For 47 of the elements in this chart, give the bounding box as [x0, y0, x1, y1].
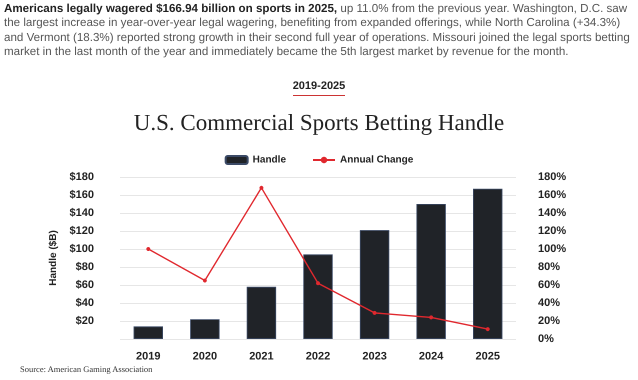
y2-tick-label: 0% — [538, 333, 554, 345]
point — [429, 315, 434, 320]
x-tick-label: 2020 — [192, 350, 218, 362]
y2-tick-label: 40% — [538, 297, 560, 309]
y-tick-label: $120 — [70, 225, 94, 237]
y2-tick-label: 80% — [538, 261, 560, 273]
point — [259, 186, 264, 190]
bar — [246, 286, 276, 339]
chart-title: U.S. Commercial Sports Betting Handle — [134, 110, 504, 135]
bar — [360, 230, 390, 339]
y-tick-label: $160 — [70, 189, 94, 201]
y-axis-title: Handle ($B) — [48, 230, 60, 286]
y2-tick-label: 140% — [538, 207, 566, 219]
y-tick-label: $180 — [70, 171, 94, 183]
legend-label: Annual Change — [340, 154, 414, 166]
x-tick-label: 2024 — [418, 350, 444, 362]
legend-label: Handle — [252, 154, 286, 166]
y2-tick-label: 160% — [538, 189, 566, 201]
bar — [303, 254, 333, 339]
bar — [473, 188, 502, 339]
y-tick-label: $100 — [70, 243, 94, 255]
text: Americans legally wagered $166.94 billion on sports in 2025, — [4, 2, 338, 15]
point — [202, 278, 207, 282]
source-note: Source: American Gaming Association — [20, 364, 152, 374]
bar — [190, 319, 220, 339]
y2-tick-label: 180% — [538, 171, 566, 183]
y-tick-label: $40 — [76, 297, 94, 309]
x-tick-label: 2022 — [306, 350, 330, 362]
point — [372, 310, 377, 315]
point — [146, 247, 150, 251]
y-tick-label: $140 — [70, 207, 94, 219]
x-tick-label: 2025 — [475, 350, 500, 362]
point — [486, 327, 490, 332]
y2-tick-label: 100% — [538, 243, 566, 255]
x-tick-label: 2023 — [362, 350, 387, 362]
point — [316, 281, 320, 286]
x-tick-label: 2021 — [249, 350, 274, 362]
y2-tick-label: 60% — [538, 279, 560, 291]
y-tick-label: $20 — [76, 315, 94, 327]
chart-subtitle: 2019-2025 — [292, 80, 346, 96]
bar — [134, 326, 163, 339]
y2-tick-label: 20% — [538, 315, 560, 327]
x-tick-label: 2019 — [136, 350, 161, 362]
y-tick-label: $60 — [76, 279, 94, 291]
bar — [416, 204, 446, 339]
y-tick-label: $80 — [76, 261, 94, 273]
y2-tick-label: 120% — [538, 225, 566, 237]
